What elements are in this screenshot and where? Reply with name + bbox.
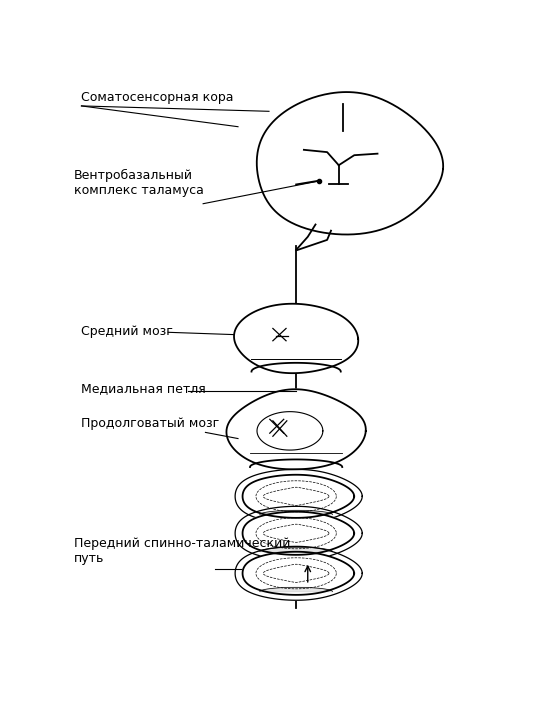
Polygon shape xyxy=(242,512,354,555)
Text: Продолговатый мозг: Продолговатый мозг xyxy=(82,417,220,430)
Polygon shape xyxy=(252,363,341,372)
Polygon shape xyxy=(242,552,354,595)
Polygon shape xyxy=(260,510,333,515)
Polygon shape xyxy=(226,389,366,470)
Polygon shape xyxy=(242,475,354,518)
Text: Вентробазальный
комплекс таламуса: Вентробазальный комплекс таламуса xyxy=(73,169,204,197)
Polygon shape xyxy=(234,304,358,373)
Polygon shape xyxy=(260,587,333,592)
Text: Передний спинно-таламический
путь: Передний спинно-таламический путь xyxy=(73,537,290,565)
Text: Соматосенсорная кора: Соматосенсорная кора xyxy=(82,91,234,104)
Polygon shape xyxy=(235,546,362,600)
Polygon shape xyxy=(235,506,362,560)
Polygon shape xyxy=(260,548,333,552)
Text: Медиальная петля: Медиальная петля xyxy=(82,382,206,395)
Polygon shape xyxy=(235,470,362,523)
Polygon shape xyxy=(250,460,342,467)
Text: Средний мозг: Средний мозг xyxy=(82,325,173,337)
